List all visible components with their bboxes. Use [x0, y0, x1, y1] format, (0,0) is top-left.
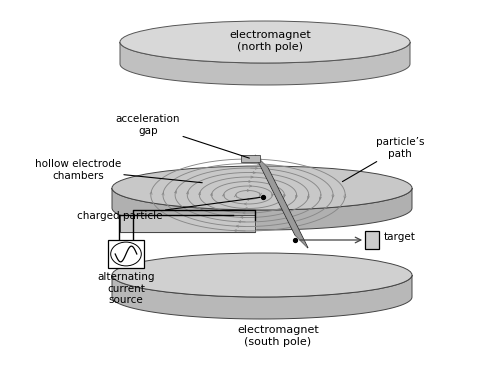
Polygon shape: [112, 275, 412, 319]
Ellipse shape: [112, 166, 412, 210]
Text: charged particle: charged particle: [77, 197, 260, 221]
Ellipse shape: [111, 242, 141, 266]
Bar: [108, 240, 144, 268]
Polygon shape: [120, 42, 410, 85]
Text: alternating
current
source: alternating current source: [97, 272, 155, 305]
Polygon shape: [255, 155, 308, 248]
Text: electromagnet
(north pole): electromagnet (north pole): [229, 30, 311, 52]
Text: hollow electrode
chambers: hollow electrode chambers: [35, 159, 202, 183]
Ellipse shape: [112, 253, 412, 297]
Text: electromagnet
(south pole): electromagnet (south pole): [237, 325, 319, 346]
Text: particle’s
path: particle’s path: [342, 137, 424, 182]
Text: target: target: [384, 232, 416, 242]
Polygon shape: [112, 188, 412, 230]
Polygon shape: [120, 215, 255, 232]
Ellipse shape: [120, 21, 410, 63]
Polygon shape: [241, 155, 260, 162]
Text: acceleration
gap: acceleration gap: [116, 114, 249, 158]
Bar: [365, 231, 379, 249]
